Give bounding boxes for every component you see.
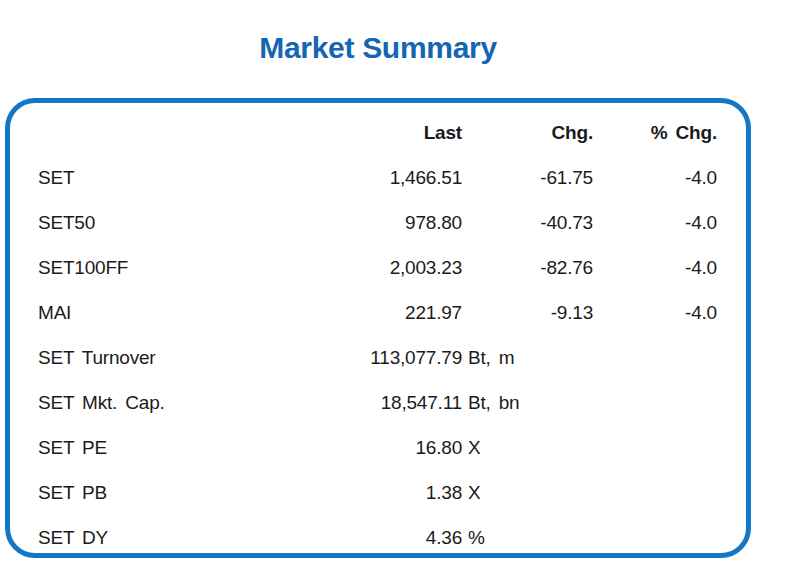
summary-card: Last Chg. % Chg. SET 1,466.51 -61.75 -4.…	[5, 98, 751, 558]
row-label: SET PE	[38, 437, 188, 459]
column-header-chg: Chg.	[533, 122, 593, 144]
table-row-set-mkt-cap: SET Mkt. Cap. 18,547.11 Bt, bn	[10, 380, 746, 425]
last-value: 113,077.79	[188, 347, 462, 369]
row-label: SET	[38, 167, 188, 189]
column-header-pct-chg: % Chg.	[593, 122, 717, 144]
table-row-set100ff: SET100FF 2,003.23 -82.76 -4.0	[10, 245, 746, 290]
market-summary-page: Market Summary Last Chg. % Chg. SET 1,46…	[0, 0, 786, 582]
page-title: Market Summary	[5, 31, 751, 65]
pct-chg-value: -4.0	[593, 302, 717, 324]
last-value: 1,466.51	[188, 167, 462, 189]
last-value: 18,547.11	[188, 392, 462, 414]
table-row-set: SET 1,466.51 -61.75 -4.0	[10, 155, 746, 200]
chg-value: -40.73	[533, 212, 593, 234]
pct-chg-value: -4.0	[593, 257, 717, 279]
table-row-set-pb: SET PB 1.38 X	[10, 470, 746, 515]
pct-chg-value: -4.0	[593, 212, 717, 234]
chg-value: -82.76	[533, 257, 593, 279]
row-label: SET Mkt. Cap.	[38, 392, 188, 414]
row-label: SET50	[38, 212, 188, 234]
chg-value: -9.13	[533, 302, 593, 324]
row-label: SET100FF	[38, 257, 188, 279]
chg-value: -61.75	[533, 167, 593, 189]
table-row-set-turnover: SET Turnover 113,077.79 Bt, m	[10, 335, 746, 380]
last-value: 221.97	[188, 302, 462, 324]
unit-label: Bt, m	[462, 347, 533, 369]
last-value: 2,003.23	[188, 257, 462, 279]
last-value: 4.36	[188, 527, 462, 549]
column-header-last: Last	[188, 122, 462, 144]
table-row-set-pe: SET PE 16.80 X	[10, 425, 746, 470]
row-label: SET Turnover	[38, 347, 188, 369]
row-label: SET DY	[38, 527, 188, 549]
last-value: 16.80	[188, 437, 462, 459]
pct-chg-value: -4.0	[593, 167, 717, 189]
last-value: 978.80	[188, 212, 462, 234]
unit-label: X	[462, 437, 533, 459]
table-row-set-dy: SET DY 4.36 %	[10, 515, 746, 558]
unit-label: X	[462, 482, 533, 504]
unit-label: Bt, bn	[462, 392, 533, 414]
unit-label: %	[462, 527, 533, 549]
row-label: SET PB	[38, 482, 188, 504]
table-header-row: Last Chg. % Chg.	[10, 111, 746, 155]
table-row-mai: MAI 221.97 -9.13 -4.0	[10, 290, 746, 335]
last-value: 1.38	[188, 482, 462, 504]
table-row-set50: SET50 978.80 -40.73 -4.0	[10, 200, 746, 245]
row-label: MAI	[38, 302, 188, 324]
